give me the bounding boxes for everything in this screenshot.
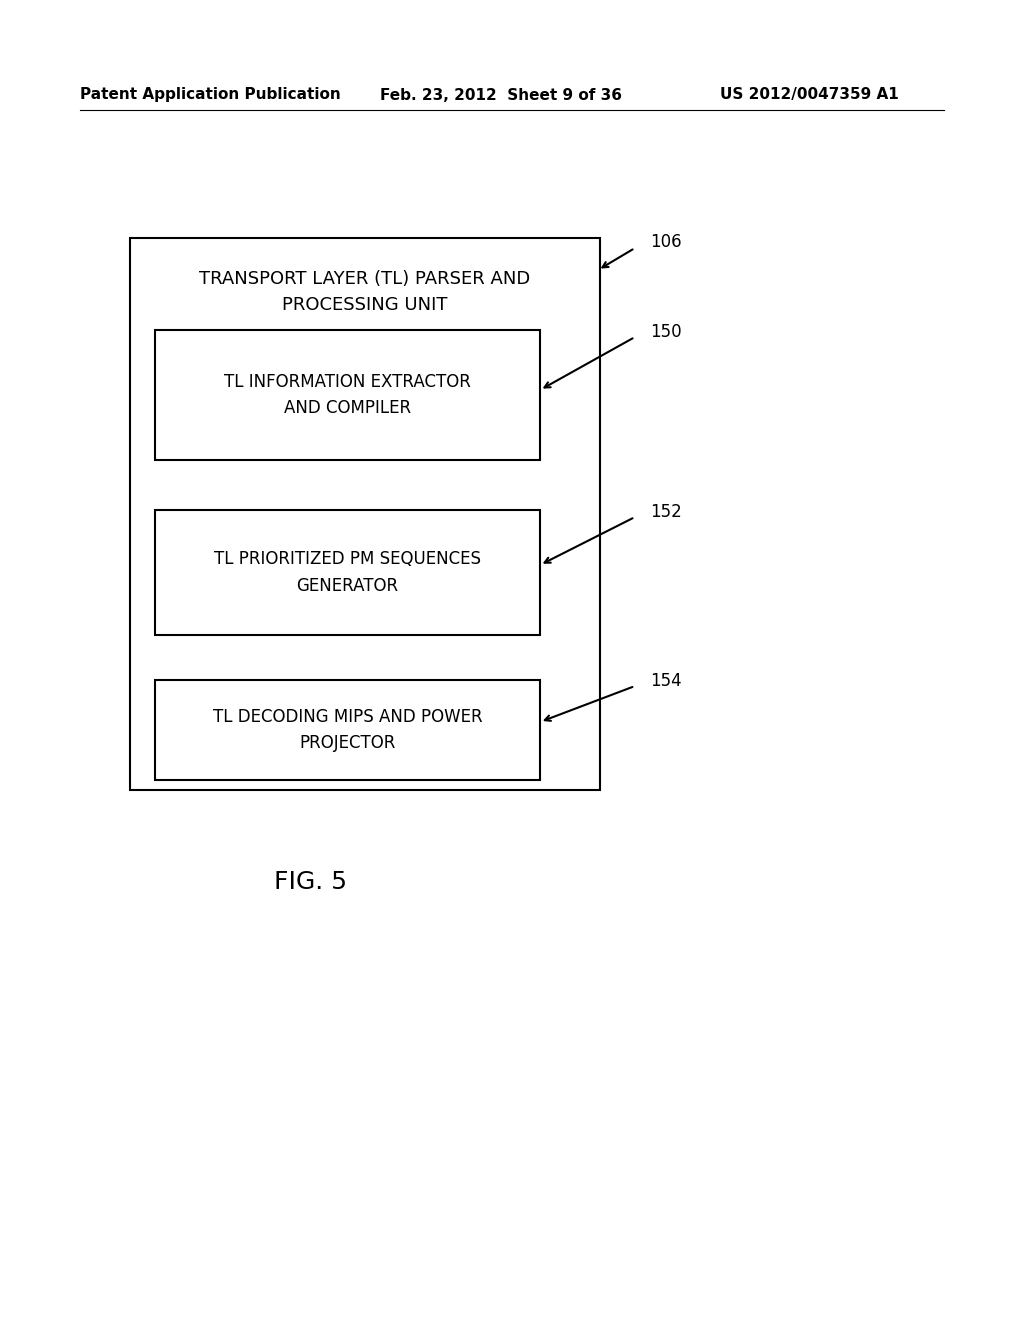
Text: US 2012/0047359 A1: US 2012/0047359 A1 [720, 87, 899, 103]
Bar [130, 238, 600, 789]
Text: TL PRIORITIZED PM SEQUENCES
GENERATOR: TL PRIORITIZED PM SEQUENCES GENERATOR [214, 550, 481, 595]
Text: 106: 106 [650, 234, 682, 251]
Text: TL INFORMATION EXTRACTOR
AND COMPILER: TL INFORMATION EXTRACTOR AND COMPILER [224, 372, 471, 417]
Text: 154: 154 [650, 672, 682, 690]
Bar [155, 510, 540, 635]
Text: Feb. 23, 2012  Sheet 9 of 36: Feb. 23, 2012 Sheet 9 of 36 [380, 87, 622, 103]
Text: TL DECODING MIPS AND POWER
PROJECTOR: TL DECODING MIPS AND POWER PROJECTOR [213, 708, 482, 752]
Text: Patent Application Publication: Patent Application Publication [80, 87, 341, 103]
Bar [155, 680, 540, 780]
Text: 152: 152 [650, 503, 682, 521]
Text: TRANSPORT LAYER (TL) PARSER AND
PROCESSING UNIT: TRANSPORT LAYER (TL) PARSER AND PROCESSI… [200, 271, 530, 314]
Bar [155, 330, 540, 459]
Text: FIG. 5: FIG. 5 [273, 870, 346, 894]
Text: 150: 150 [650, 323, 682, 341]
